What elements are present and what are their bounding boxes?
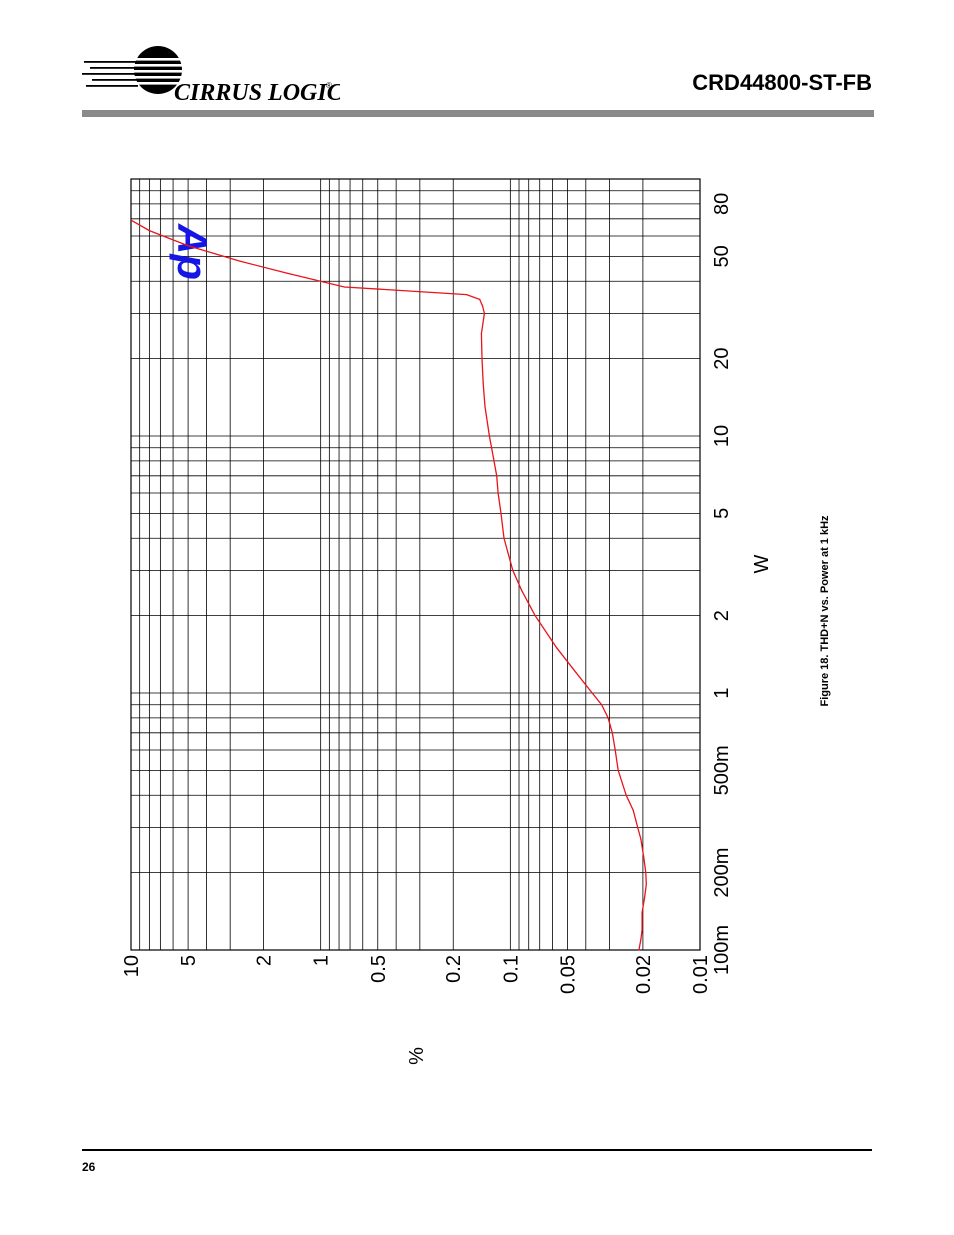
data-point <box>238 260 240 262</box>
x-tick-label: 10 <box>711 425 733 447</box>
y-tick-label: 0.05 <box>557 955 579 994</box>
data-point <box>512 569 514 571</box>
data-point <box>483 312 486 314</box>
y-tick-label: 0.2 <box>443 955 465 983</box>
data-point <box>591 692 593 694</box>
data-point <box>611 732 613 734</box>
data-point <box>497 492 499 494</box>
logo-swoosh-mark <box>80 46 182 94</box>
document-title: CRD44800-ST-FB <box>692 70 872 95</box>
data-point <box>640 838 642 840</box>
y-tick-label: 0.5 <box>368 955 390 983</box>
data-point <box>645 872 647 874</box>
data-point <box>500 512 502 514</box>
x-tick-label: 200m <box>711 848 733 898</box>
y-tick-label: 2 <box>254 955 276 966</box>
header-rule <box>82 110 874 117</box>
y-tick-labels: 10 5 2 1 0.5 0.2 0.1 0.05 0.02 0.01 <box>121 955 712 994</box>
logo-wordmark: CIRRUS LOGIC <box>174 80 340 106</box>
y-tick-label: 10 <box>121 955 143 977</box>
x-tick-label: 5 <box>711 508 733 519</box>
data-point <box>617 769 619 771</box>
data-point <box>286 272 288 274</box>
cirrus-logic-logo: CIRRUS LOGIC ® <box>80 46 340 106</box>
y-axis-label: % <box>406 1047 428 1065</box>
data-point <box>493 460 495 462</box>
data-point <box>488 435 490 437</box>
data-point <box>643 896 646 899</box>
data-point <box>638 949 640 951</box>
y-tick-label: 5 <box>178 955 200 966</box>
y-tick-label: 0.1 <box>500 955 522 983</box>
x-tick-label: 1 <box>711 687 733 698</box>
logo-registered-mark: ® <box>326 81 332 90</box>
data-point <box>343 286 345 288</box>
data-point <box>480 333 483 335</box>
data-point <box>466 293 468 296</box>
data-point <box>641 911 643 914</box>
x-tick-label: 2 <box>711 610 733 621</box>
footer-rule <box>82 1149 872 1151</box>
data-point <box>148 229 150 232</box>
data-point <box>484 406 486 408</box>
x-tick-labels: 100m 200m 500m 1 2 5 10 20 50 80 <box>711 193 733 975</box>
y-tick-label: 0.01 <box>690 955 712 994</box>
chart-series <box>131 219 647 951</box>
x-tick-label: 20 <box>711 348 733 370</box>
data-point <box>503 537 505 539</box>
x-tick-label: 50 <box>711 245 733 267</box>
data-point <box>645 883 647 885</box>
data-point <box>575 672 577 674</box>
x-axis-label: W <box>751 554 773 573</box>
data-point <box>481 358 483 360</box>
figure-caption: Figure 18. THD+N vs. Power at 1 kHz <box>819 515 831 707</box>
data-point <box>521 590 523 592</box>
data-point <box>479 298 481 301</box>
data-point <box>601 704 603 706</box>
x-tick-label: 80 <box>711 193 733 215</box>
data-point <box>640 938 642 940</box>
data-point <box>496 475 498 477</box>
data-point <box>632 809 634 811</box>
data-point <box>641 929 643 931</box>
data-point <box>637 826 639 828</box>
data-point <box>187 245 189 247</box>
plot-frame <box>130 178 701 951</box>
data-point <box>534 615 536 617</box>
x-tick-label: 100m <box>711 925 733 975</box>
y-tick-label: 1 <box>311 955 333 966</box>
data-point <box>643 856 645 858</box>
data-point <box>625 794 627 796</box>
y-tick-label: 0.02 <box>633 955 655 994</box>
data-point <box>482 305 484 307</box>
chart-grid <box>131 179 701 951</box>
data-point <box>556 647 558 649</box>
page-number: 26 <box>82 1160 96 1174</box>
data-point <box>607 717 609 719</box>
chart-frame <box>130 178 701 951</box>
data-point <box>482 382 484 385</box>
x-tick-label: 500m <box>711 745 733 795</box>
data-point <box>614 749 616 751</box>
